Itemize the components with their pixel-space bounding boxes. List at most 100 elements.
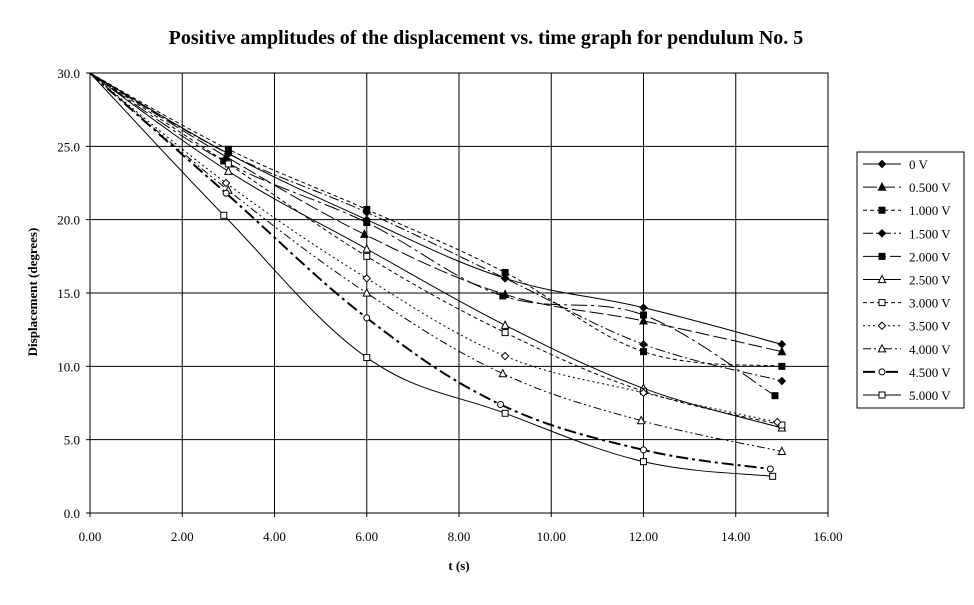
data-point-marker bbox=[640, 446, 647, 454]
legend-item: 4.500 V bbox=[863, 365, 951, 380]
data-point-marker bbox=[362, 243, 372, 253]
legend-marker-sample bbox=[877, 181, 887, 191]
series-1-500Vv bbox=[89, 72, 787, 386]
data-point-marker bbox=[500, 351, 510, 361]
data-point-marker bbox=[222, 189, 230, 197]
series-line bbox=[89, 72, 782, 426]
x-tick-label: 0.00 bbox=[79, 529, 102, 544]
data-point-marker bbox=[640, 311, 647, 319]
legend-label: 2.500 V bbox=[909, 273, 951, 288]
data-point-marker bbox=[224, 149, 233, 158]
series-line bbox=[89, 72, 778, 423]
series-line bbox=[89, 72, 782, 353]
data-point-marker bbox=[639, 315, 648, 325]
legend-marker-sample bbox=[877, 343, 887, 353]
legend-label: 1.500 V bbox=[909, 226, 951, 241]
data-point-marker bbox=[636, 415, 646, 425]
data-point-marker bbox=[639, 340, 648, 349]
legend-item: 1.500 V bbox=[863, 226, 951, 241]
series-5-000Vv bbox=[89, 72, 777, 480]
legend-item: 2.500 V bbox=[863, 273, 951, 288]
series-line bbox=[89, 72, 782, 367]
series-line bbox=[89, 72, 783, 429]
y-axis-title: Displacement (degrees) bbox=[25, 228, 40, 357]
data-point-marker bbox=[362, 274, 372, 283]
axis-tick-labels: 0.00 2.00 4.00 6.00 8.00 10.00 12.00 14.00 16.00… bbox=[57, 66, 842, 544]
data-point-marker bbox=[362, 208, 372, 217]
legend-marker-sample bbox=[877, 274, 887, 284]
legend-marker-sample bbox=[878, 206, 886, 214]
data-point-marker bbox=[363, 252, 371, 260]
x-tick-label: 2.00 bbox=[171, 529, 194, 544]
legend-item: 2.000 V bbox=[863, 249, 951, 264]
y-tick-label: 0.0 bbox=[64, 506, 80, 521]
data-point-marker bbox=[501, 329, 509, 337]
data-point-marker bbox=[363, 314, 371, 322]
legend-marker-sample bbox=[878, 252, 886, 260]
legend-label: 1.000 V bbox=[909, 203, 951, 218]
data-point-marker bbox=[639, 303, 648, 312]
data-point-marker bbox=[497, 400, 505, 408]
legend-marker-sample bbox=[878, 368, 886, 376]
data-point-marker bbox=[221, 178, 231, 188]
legend-item: 4.000 V bbox=[863, 342, 951, 357]
x-tick-label: 10.00 bbox=[537, 529, 566, 544]
data-point-marker bbox=[362, 287, 372, 297]
series-lines bbox=[89, 72, 787, 480]
y-tick-label: 10.0 bbox=[57, 359, 80, 374]
data-point-marker bbox=[360, 229, 369, 238]
legend-label: 0 V bbox=[909, 157, 929, 172]
series-line bbox=[89, 72, 782, 452]
series-0-500Vv bbox=[89, 72, 787, 356]
data-point-marker bbox=[777, 446, 787, 455]
data-point-marker bbox=[501, 409, 509, 417]
y-tick-label: 15.0 bbox=[57, 286, 80, 301]
legend-item: 1.000 V bbox=[863, 203, 951, 218]
data-point-marker bbox=[778, 362, 786, 370]
data-point-marker bbox=[777, 346, 787, 356]
legend-marker-sample bbox=[877, 159, 887, 169]
x-tick-label: 4.00 bbox=[263, 529, 286, 544]
data-point-marker bbox=[640, 348, 647, 356]
gridlines bbox=[90, 73, 828, 513]
series-4-500Vv bbox=[89, 72, 774, 473]
y-tick-label: 25.0 bbox=[57, 139, 80, 154]
y-tick-label: 30.0 bbox=[57, 66, 80, 81]
legend-item: 3.000 V bbox=[863, 296, 951, 311]
legend-label: 4.000 V bbox=[909, 342, 951, 357]
data-point-marker bbox=[363, 219, 371, 227]
legend-label: 0.500 V bbox=[909, 180, 951, 195]
data-point-marker bbox=[772, 417, 782, 427]
y-tick-label: 5.0 bbox=[64, 433, 80, 448]
x-axis-title: t (s) bbox=[448, 558, 469, 573]
series-4-000Vv bbox=[89, 72, 787, 455]
data-point-marker bbox=[778, 421, 786, 429]
data-point-marker bbox=[777, 376, 787, 386]
series-line bbox=[89, 72, 783, 382]
data-point-marker bbox=[640, 458, 647, 466]
x-tick-label: 8.00 bbox=[448, 529, 471, 544]
data-point-marker bbox=[499, 292, 507, 300]
series-2-000Vv bbox=[89, 72, 779, 400]
legend-item: 0.500 V bbox=[863, 180, 951, 195]
series-3-500Vv bbox=[89, 72, 782, 427]
legend-item: 5.000 V bbox=[863, 388, 951, 403]
chart-title: Positive amplitudes of the displacement … bbox=[169, 27, 804, 49]
data-point-marker bbox=[363, 354, 371, 362]
legend-marker-sample bbox=[878, 299, 886, 307]
legend-label: 2.000 V bbox=[909, 249, 951, 264]
legend-marker-sample bbox=[878, 391, 886, 399]
series-line bbox=[89, 72, 776, 397]
legend-marker-sample bbox=[877, 321, 887, 331]
series-3-000Vv bbox=[89, 72, 786, 429]
series-line bbox=[89, 72, 783, 345]
x-tick-label: 12.00 bbox=[629, 529, 658, 544]
data-point-marker bbox=[500, 274, 510, 283]
legend-item: 0 V bbox=[863, 157, 929, 172]
x-tick-label: 16.00 bbox=[813, 529, 842, 544]
series-1-000Vv bbox=[89, 72, 786, 370]
legend-label: 5.000 V bbox=[909, 388, 951, 403]
data-point-marker bbox=[766, 465, 774, 473]
